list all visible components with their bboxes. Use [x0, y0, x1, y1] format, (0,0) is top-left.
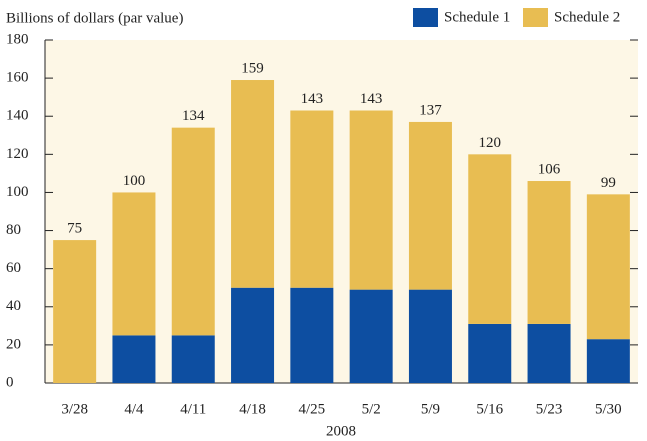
bar-segment	[349, 110, 393, 290]
bar-segment	[290, 287, 334, 383]
total-label: 100	[123, 173, 146, 189]
bar-segment	[231, 80, 275, 288]
bar-segment	[112, 335, 156, 383]
y-tick-label: 140	[6, 108, 29, 124]
bar-segment	[527, 181, 571, 324]
y-tick-label: 40	[6, 298, 21, 314]
x-axis-label: 2008	[326, 423, 356, 439]
x-tick-label: 5/2	[362, 401, 381, 417]
total-label: 75	[67, 221, 82, 237]
bar-segment	[468, 323, 512, 383]
legend-swatch	[523, 8, 548, 27]
legend-label: Schedule 2	[554, 9, 620, 25]
bar-segment	[112, 192, 156, 336]
bar-segment	[408, 121, 452, 290]
y-tick-label: 80	[6, 222, 21, 238]
x-tick-label: 4/4	[124, 401, 144, 417]
bar-segment	[586, 339, 630, 383]
y-tick-label: 0	[6, 374, 14, 390]
total-label: 134	[182, 108, 205, 124]
bar-segment	[586, 194, 630, 340]
x-tick-label: 4/11	[180, 401, 206, 417]
x-tick-label: 4/25	[299, 401, 326, 417]
x-tick-label: 3/28	[61, 401, 88, 417]
x-tick-label: 5/16	[476, 401, 503, 417]
total-label: 99	[601, 175, 616, 191]
total-label: 120	[479, 135, 502, 151]
y-axis-label: Billions of dollars (par value)	[6, 10, 183, 26]
bar-segment	[527, 323, 571, 383]
y-tick-label: 20	[6, 336, 21, 352]
y-tick-label: 180	[6, 31, 29, 47]
y-tick-label: 60	[6, 260, 21, 276]
x-tick-label: 5/23	[536, 401, 563, 417]
x-tick-label: 5/30	[595, 401, 622, 417]
bar-segment	[171, 127, 215, 336]
y-tick-label: 160	[6, 70, 29, 86]
bar-segment	[53, 240, 97, 383]
bar-segment	[290, 110, 334, 288]
total-label: 159	[241, 60, 264, 76]
y-tick-label: 120	[6, 146, 29, 162]
y-tick-label: 100	[6, 184, 29, 200]
bar-segment	[468, 154, 512, 324]
total-label: 143	[301, 91, 324, 107]
bar-segment	[349, 289, 393, 383]
x-tick-label: 5/9	[421, 401, 440, 417]
x-tick-label: 4/18	[239, 401, 266, 417]
bar-segment	[231, 287, 275, 383]
total-label: 106	[538, 161, 561, 177]
bar-segment	[171, 335, 215, 383]
legend-swatch	[413, 8, 438, 27]
bar-segment	[408, 289, 452, 383]
total-label: 137	[419, 102, 442, 118]
total-label: 143	[360, 91, 383, 107]
legend-label: Schedule 1	[444, 9, 510, 25]
